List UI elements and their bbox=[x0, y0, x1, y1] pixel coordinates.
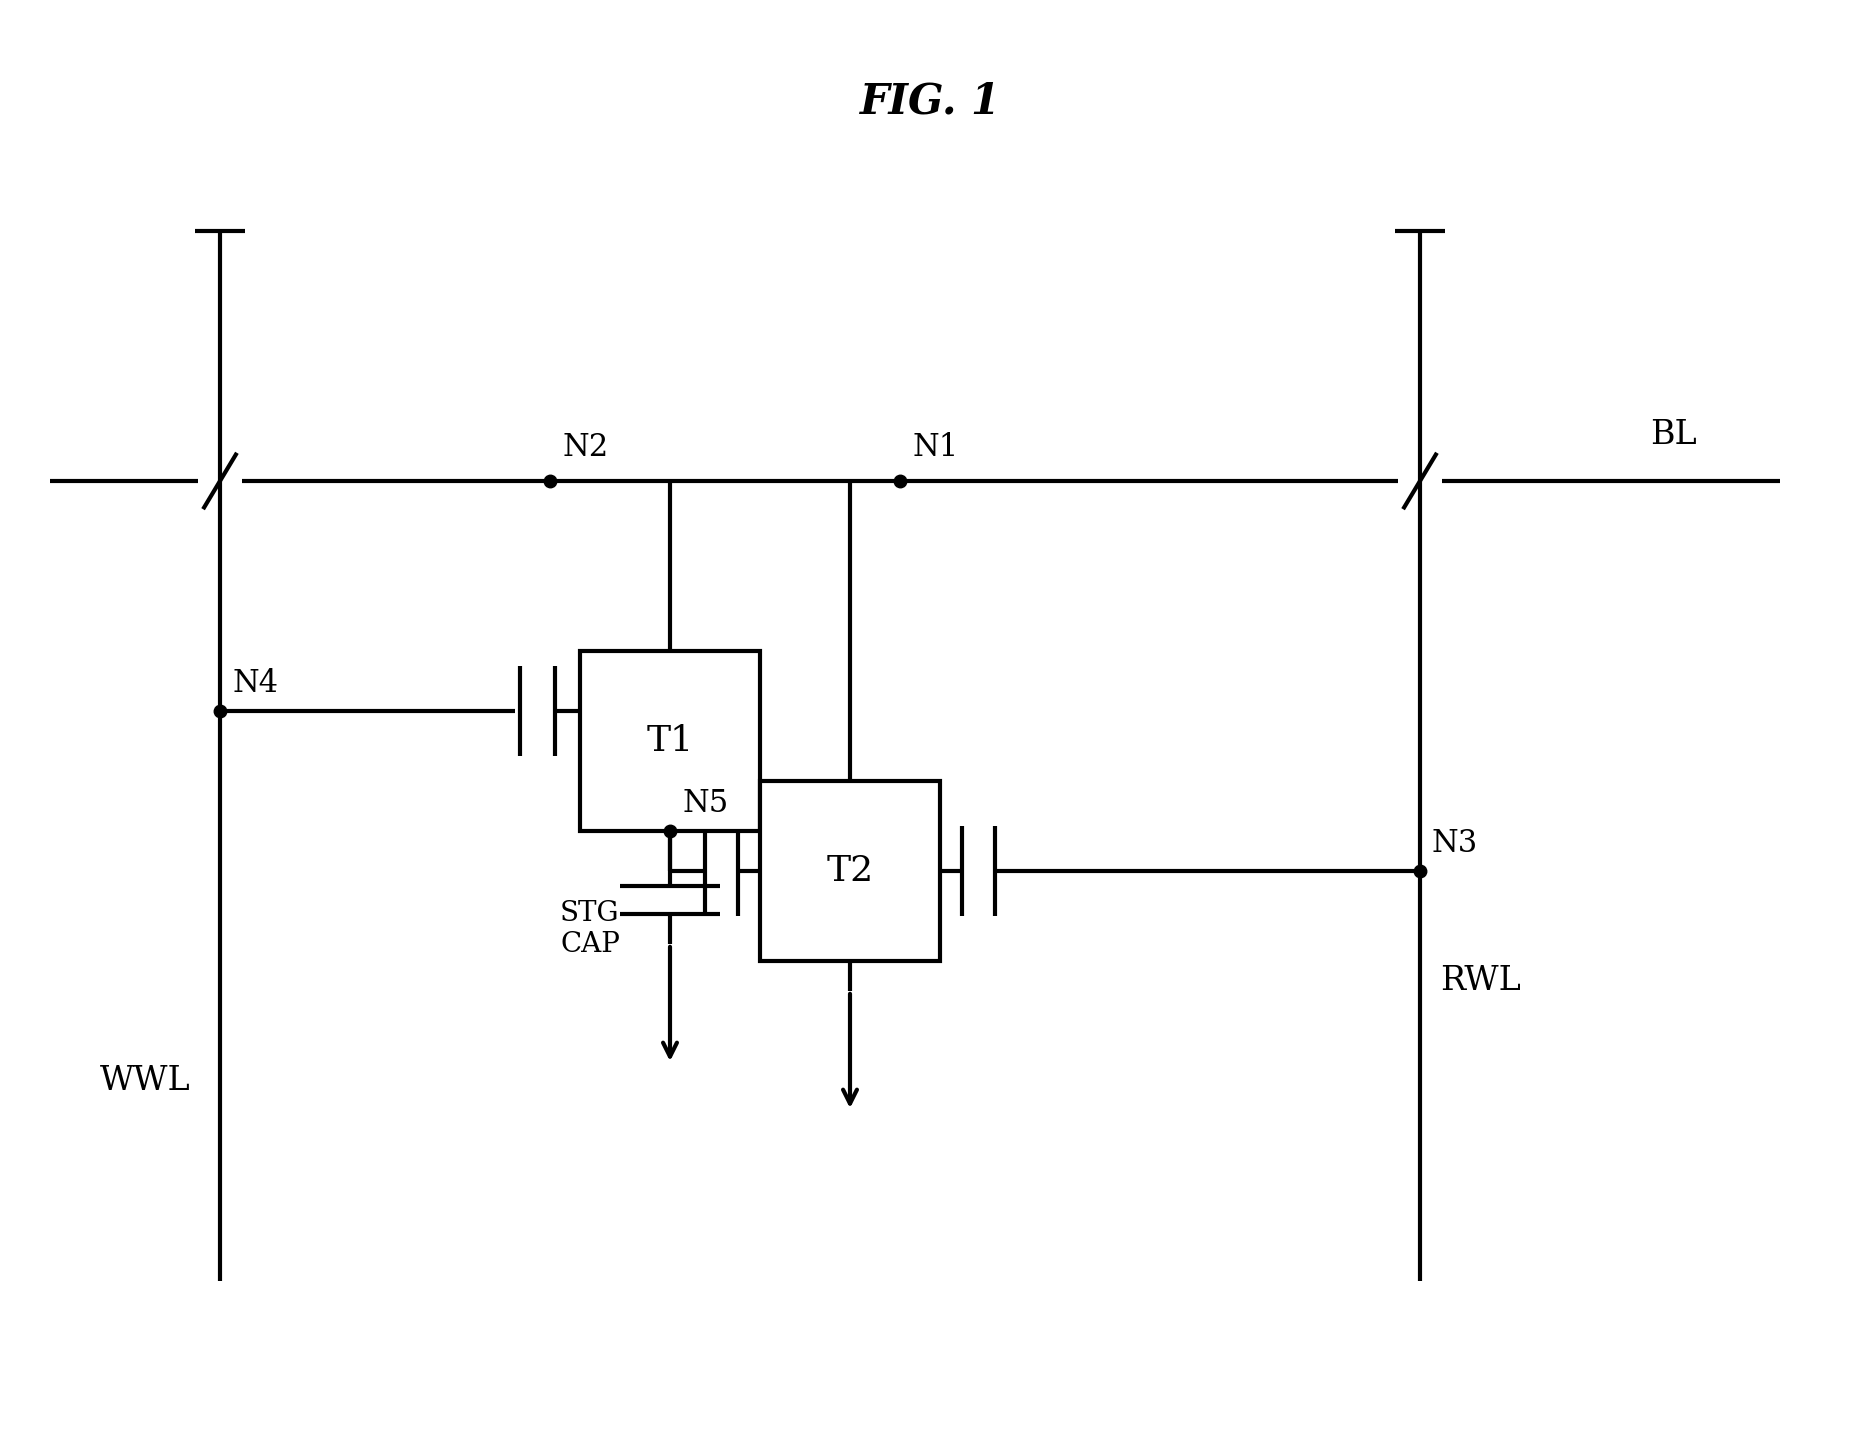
Text: N2: N2 bbox=[563, 432, 607, 464]
Bar bbox=[760, 781, 941, 962]
Text: T1: T1 bbox=[646, 724, 693, 758]
Text: N4: N4 bbox=[233, 668, 278, 698]
Text: T2: T2 bbox=[827, 854, 874, 889]
Text: FIG. 1: FIG. 1 bbox=[859, 80, 1000, 122]
Text: BL: BL bbox=[1651, 419, 1697, 451]
Text: WWL: WWL bbox=[101, 1065, 190, 1098]
Text: N1: N1 bbox=[913, 432, 958, 464]
Text: STG
CAP: STG CAP bbox=[561, 900, 620, 959]
Text: N5: N5 bbox=[682, 788, 728, 819]
Bar bbox=[579, 651, 760, 831]
Text: RWL: RWL bbox=[1440, 964, 1520, 997]
Text: N3: N3 bbox=[1433, 829, 1477, 859]
